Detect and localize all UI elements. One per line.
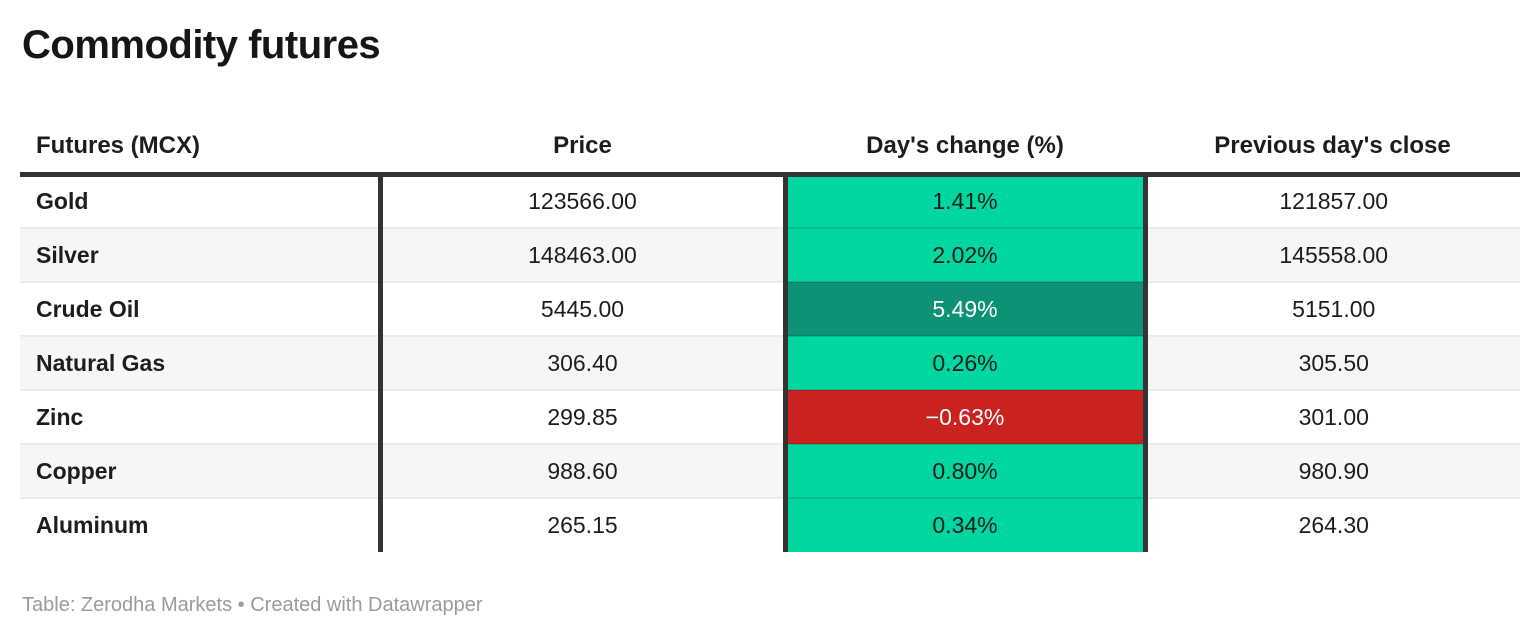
days-change-cell: −0.63% <box>782 389 1148 444</box>
table-row: Silver 148463.00 2.02% 145558.00 <box>20 227 1520 282</box>
futures-name-cell: Gold <box>20 174 383 228</box>
futures-name-cell: Silver <box>20 227 383 282</box>
days-change-cell: 0.26% <box>782 335 1148 390</box>
price-cell: 123566.00 <box>528 188 637 215</box>
days-change-cell: 2.02% <box>782 227 1148 282</box>
prev-close-cell: 301.00 <box>1145 389 1520 444</box>
price-cell: 265.15 <box>380 497 785 552</box>
prev-close-cell: 980.90 <box>1145 443 1520 498</box>
table-row: Crude Oil 5445.00 5.49% 5151.00 <box>20 281 1520 336</box>
prev-close-cell: 145558.00 <box>1145 227 1520 282</box>
commodity-futures-table: Futures (MCX) Price Day's change (%) Pre… <box>20 120 1520 552</box>
column-header-days-change: Day's change (%) <box>785 120 1145 177</box>
futures-name-cell: Aluminum <box>20 497 383 552</box>
price-cell: 148463.00 <box>380 227 785 282</box>
page-title: Commodity futures <box>22 23 381 67</box>
table-body: Gold 123566.00 1.41% 121857.00 Silver 14… <box>20 174 1520 552</box>
table-header: Futures (MCX) Price Day's change (%) Pre… <box>20 120 1520 177</box>
futures-name-cell: Natural Gas <box>20 335 383 390</box>
days-change-cell: 0.34% <box>782 497 1148 552</box>
table-row: Copper 988.60 0.80% 980.90 <box>20 443 1520 498</box>
futures-name-cell: Zinc <box>20 389 383 444</box>
attribution-footer: Table: Zerodha Markets • Created with Da… <box>22 594 483 616</box>
price-cell: 988.60 <box>380 443 785 498</box>
column-header-price: Price <box>380 120 785 177</box>
table-row: Natural Gas 306.40 0.26% 305.50 <box>20 335 1520 390</box>
table-row: Gold 123566.00 1.41% 121857.00 <box>20 174 1520 228</box>
days-change-cell: 1.41% <box>782 174 1148 228</box>
prev-close-cell: 264.30 <box>1145 497 1520 552</box>
header-row: Futures (MCX) Price Day's change (%) Pre… <box>20 120 1520 177</box>
days-change-cell: 5.49% <box>782 281 1148 336</box>
prev-close-cell: 5151.00 <box>1145 281 1520 336</box>
prev-close-cell: 305.50 <box>1145 335 1520 390</box>
prev-close-cell: 121857.00 <box>1279 188 1389 215</box>
futures-name-cell: Copper <box>20 443 383 498</box>
days-change-cell: 0.80% <box>782 443 1148 498</box>
price-cell: 306.40 <box>380 335 785 390</box>
price-cell: 5445.00 <box>380 281 785 336</box>
column-header-futures: Futures (MCX) <box>20 120 380 177</box>
table-row: Aluminum 265.15 0.34% 264.30 <box>20 497 1520 552</box>
column-header-previous-close: Previous day's close <box>1145 120 1520 177</box>
table-row: Zinc 299.85 −0.63% 301.00 <box>20 389 1520 444</box>
futures-name-cell: Crude Oil <box>20 281 383 336</box>
price-cell: 299.85 <box>380 389 785 444</box>
